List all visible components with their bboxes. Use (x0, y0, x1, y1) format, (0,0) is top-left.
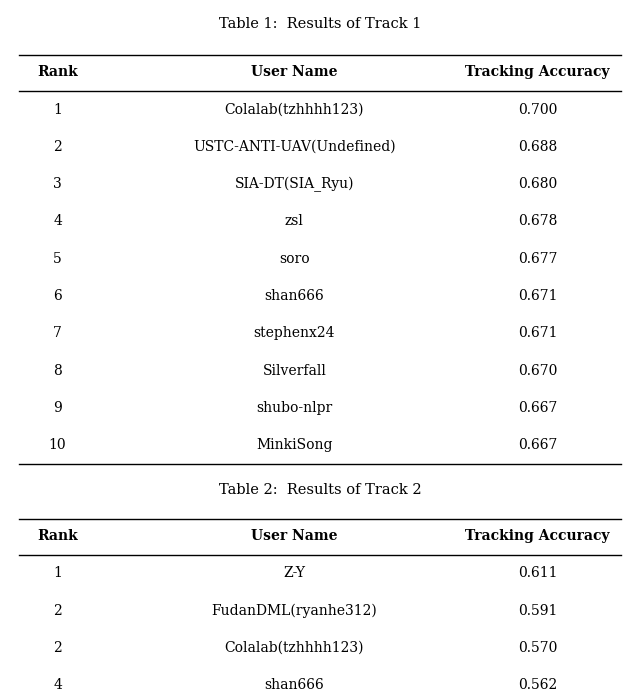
Text: 3: 3 (53, 177, 62, 191)
Text: 7: 7 (53, 326, 62, 340)
Text: 1: 1 (53, 566, 62, 580)
Text: shan666: shan666 (264, 289, 324, 303)
Text: 4: 4 (53, 678, 62, 690)
Text: Silverfall: Silverfall (262, 364, 326, 377)
Text: Tracking Accuracy: Tracking Accuracy (465, 66, 610, 79)
Text: stephenx24: stephenx24 (253, 326, 335, 340)
Text: 0.700: 0.700 (518, 103, 557, 117)
Text: User Name: User Name (251, 66, 338, 79)
Text: SIA-DT(SIA_Ryu): SIA-DT(SIA_Ryu) (235, 177, 354, 192)
Text: MinkiSong: MinkiSong (256, 438, 333, 452)
Text: 5: 5 (53, 252, 62, 266)
Text: 6: 6 (53, 289, 62, 303)
Text: FudanDML(ryanhe312): FudanDML(ryanhe312) (212, 604, 377, 618)
Text: Table 1:  Results of Track 1: Table 1: Results of Track 1 (219, 17, 421, 31)
Text: Z-Y: Z-Y (284, 566, 305, 580)
Text: zsl: zsl (285, 215, 304, 228)
Text: Rank: Rank (37, 66, 78, 79)
Text: 0.562: 0.562 (518, 678, 557, 690)
Text: 0.667: 0.667 (518, 401, 557, 415)
Text: shan666: shan666 (264, 678, 324, 690)
Text: 2: 2 (53, 641, 62, 655)
Text: Table 2:  Results of Track 2: Table 2: Results of Track 2 (219, 483, 421, 497)
Text: shubo-nlpr: shubo-nlpr (256, 401, 333, 415)
Text: User Name: User Name (251, 529, 338, 543)
Text: soro: soro (279, 252, 310, 266)
Text: Rank: Rank (37, 529, 78, 543)
Text: 0.677: 0.677 (518, 252, 557, 266)
Text: 0.671: 0.671 (518, 326, 557, 340)
Text: 9: 9 (53, 401, 62, 415)
Text: 1: 1 (53, 103, 62, 117)
Text: 2: 2 (53, 604, 62, 618)
Text: 0.671: 0.671 (518, 289, 557, 303)
Text: 0.688: 0.688 (518, 140, 557, 154)
Text: 2: 2 (53, 140, 62, 154)
Text: 0.611: 0.611 (518, 566, 557, 580)
Text: Colalab(tzhhhh123): Colalab(tzhhhh123) (225, 103, 364, 117)
Text: 0.667: 0.667 (518, 438, 557, 452)
Text: 0.670: 0.670 (518, 364, 557, 377)
Text: Tracking Accuracy: Tracking Accuracy (465, 529, 610, 543)
Text: 0.591: 0.591 (518, 604, 557, 618)
Text: 4: 4 (53, 215, 62, 228)
Text: USTC-ANTI-UAV(Undefined): USTC-ANTI-UAV(Undefined) (193, 140, 396, 154)
Text: 0.570: 0.570 (518, 641, 557, 655)
Text: 8: 8 (53, 364, 62, 377)
Text: 0.678: 0.678 (518, 215, 557, 228)
Text: 10: 10 (49, 438, 67, 452)
Text: 0.680: 0.680 (518, 177, 557, 191)
Text: Colalab(tzhhhh123): Colalab(tzhhhh123) (225, 641, 364, 655)
